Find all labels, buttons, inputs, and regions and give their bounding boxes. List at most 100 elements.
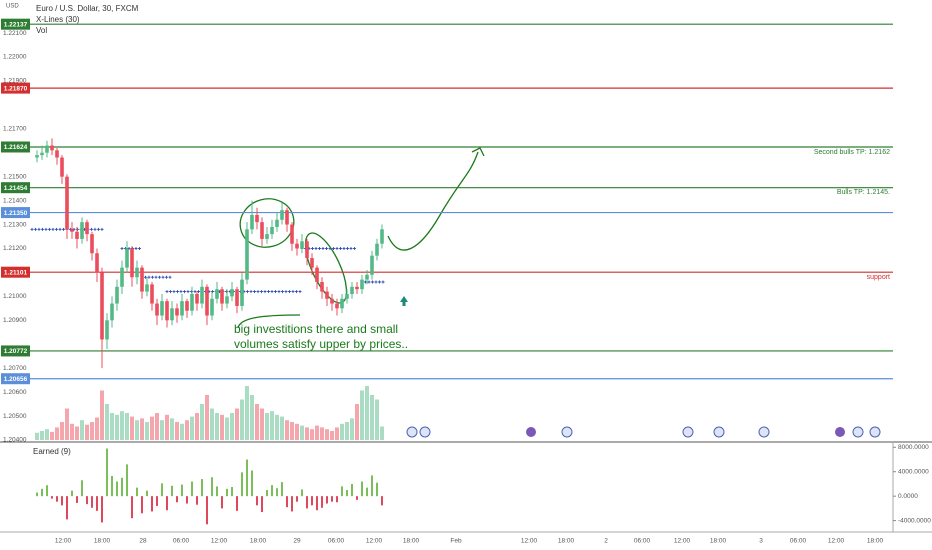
annotation: Bulls TP: 1.2145.: [837, 189, 890, 196]
candle-body: [325, 291, 329, 299]
candle-body: [125, 248, 129, 268]
volume-bar: [110, 413, 114, 440]
arrow-icon: [400, 296, 408, 306]
earned-bar: [371, 475, 373, 497]
volume-bar: [300, 425, 304, 440]
volume-bar: [290, 422, 294, 440]
pane-title: Earned (9): [33, 447, 71, 456]
level-label: 1.20772: [4, 348, 28, 355]
earned-bar: [126, 464, 128, 497]
volume-bar: [225, 417, 229, 440]
earned-bar: [176, 496, 178, 503]
candle-body: [55, 150, 59, 158]
candle-body: [210, 298, 214, 316]
volume-bar: [190, 416, 194, 440]
earned-bar: [331, 496, 333, 502]
earned-bar: [86, 496, 88, 505]
earned-bar: [136, 487, 138, 497]
y-tick-label: 1.21400: [3, 197, 27, 204]
candle-body: [230, 289, 234, 297]
x-tick-label: 18:00: [558, 538, 575, 545]
candle-body: [285, 210, 289, 225]
volume-bar: [155, 413, 159, 440]
volume-bar: [360, 390, 364, 440]
volume-bar: [220, 414, 224, 440]
candle-body: [370, 255, 374, 275]
earned-bar: [351, 483, 353, 497]
earned-bar: [336, 496, 338, 503]
candle-body: [360, 279, 364, 290]
volume-bar: [140, 418, 144, 440]
x-tick-label: 18:00: [94, 538, 111, 545]
earned-bar: [376, 482, 378, 497]
candle-body: [40, 152, 44, 156]
volume-bar: [50, 431, 54, 440]
earned-bar: [346, 490, 348, 497]
earned-bar: [121, 477, 123, 497]
volume-bar: [170, 418, 174, 440]
earned-bar: [256, 496, 258, 506]
earned-bar: [46, 485, 48, 497]
earned-bar: [36, 492, 38, 497]
y-tick-label: 1.21500: [3, 173, 27, 180]
x-tick-label: 18:00: [867, 538, 884, 545]
volume-bar: [40, 431, 44, 440]
candle-body: [340, 298, 344, 309]
earned-bar: [301, 489, 303, 497]
level-label: 1.22137: [4, 21, 28, 28]
earned-bar: [146, 490, 148, 497]
volume-bar: [145, 422, 149, 440]
volume-bar: [95, 417, 99, 440]
earned-bar: [361, 481, 363, 497]
volume-bar: [355, 404, 359, 440]
earned-bar: [226, 488, 228, 497]
y-tick-label: 1.22100: [3, 30, 27, 37]
earned-bar: [321, 496, 323, 508]
candle-body: [190, 293, 194, 311]
volume-bar: [90, 422, 94, 440]
earned-bar: [326, 496, 328, 504]
volume-bar: [185, 420, 189, 440]
candle-body: [75, 231, 79, 239]
volume-bar: [105, 404, 109, 440]
x-tick-label: 06:00: [328, 538, 345, 545]
earned-bar: [206, 496, 208, 525]
y-tick-label: 1.22000: [3, 54, 27, 61]
volume-bar: [120, 411, 124, 440]
candle-body: [95, 253, 99, 273]
volume-bar: [260, 408, 264, 440]
candle-body: [310, 258, 314, 268]
volume-bar: [350, 418, 354, 440]
candle-body: [120, 267, 124, 287]
volume-bar: [165, 414, 169, 440]
x-tick-label: 06:00: [790, 538, 807, 545]
x-tick-label: 2: [604, 538, 608, 545]
y-tick-label: 1.21900: [3, 78, 27, 85]
volume-bar: [230, 413, 234, 440]
y-tick-label: 1.21200: [3, 245, 27, 252]
volume-bar: [175, 422, 179, 440]
volume-bar: [215, 413, 219, 440]
x-line: [140, 275, 172, 279]
volume-bar: [270, 411, 274, 440]
volume-bar: [205, 395, 209, 440]
candle-body: [260, 222, 264, 239]
volume-bar: [195, 413, 199, 440]
candle-body: [155, 303, 159, 316]
x-tick-label: 12:00: [211, 538, 228, 545]
volume-bar: [130, 416, 134, 440]
level-badge: [1, 182, 30, 194]
candle-body: [220, 289, 224, 304]
candle-body: [345, 293, 349, 299]
y2-tick-label: -4000.0000: [898, 517, 931, 524]
y-tick-label: 1.20400: [3, 437, 27, 444]
candle-body: [80, 222, 84, 239]
volume-bar: [235, 408, 239, 440]
earned-bar: [81, 480, 83, 497]
volume-bar: [45, 429, 49, 440]
candle-body: [105, 320, 109, 340]
volume-bar: [255, 404, 259, 440]
volume-bar: [85, 424, 89, 440]
